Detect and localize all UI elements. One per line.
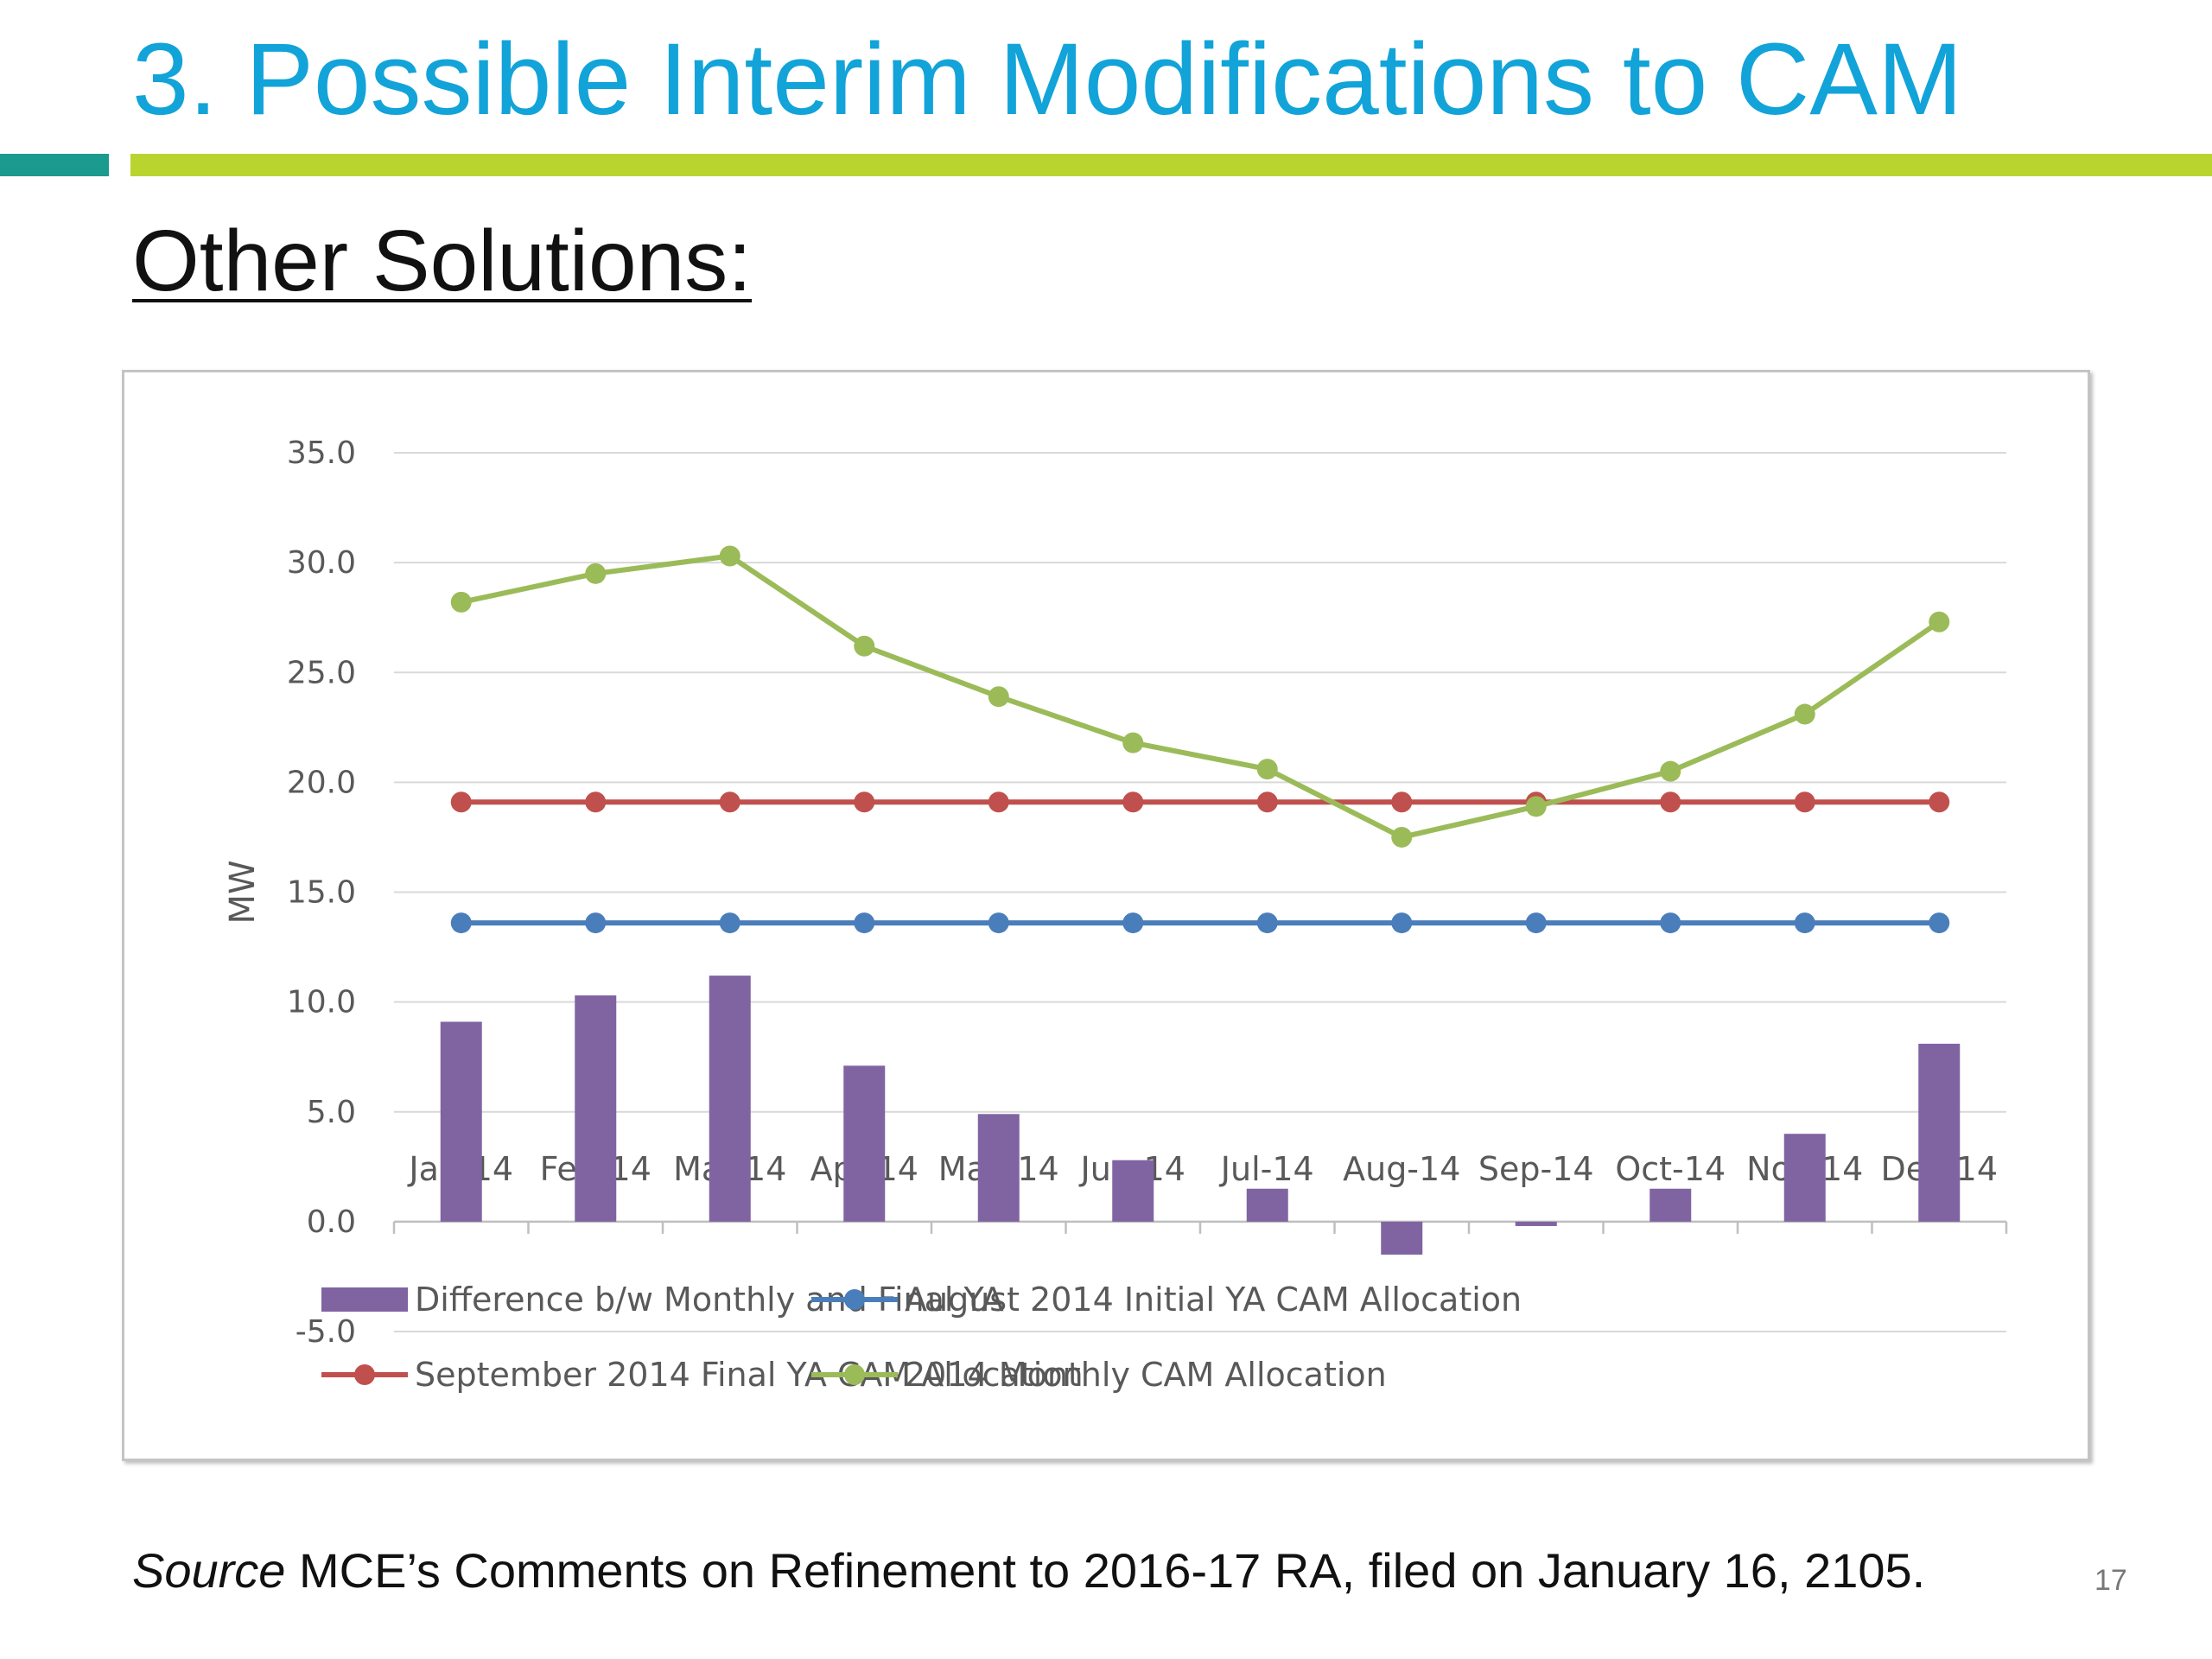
- data-point: [719, 791, 741, 813]
- x-tick-label: Aug-14: [1343, 1150, 1460, 1188]
- data-point: [1929, 791, 1950, 813]
- y-tick-label: 20.0: [287, 765, 356, 800]
- legend-label: 2014 Monthly CAM Allocation: [905, 1356, 1387, 1394]
- data-point: [1794, 791, 1815, 813]
- y-tick-label: 30.0: [287, 545, 356, 581]
- legend-marker: [844, 1289, 865, 1310]
- data-point: [1256, 791, 1278, 813]
- bar: [977, 1114, 1020, 1222]
- bar: [1246, 1188, 1288, 1222]
- chart: 35.030.025.020.015.010.05.00.0-5.0Jan-14…: [223, 435, 2008, 1394]
- data-point: [1660, 791, 1681, 813]
- x-tick-label: Sep-14: [1478, 1150, 1594, 1188]
- data-point: [854, 912, 875, 934]
- bar: [1515, 1221, 1557, 1226]
- legend-label: August 2014 Initial YA CAM Allocation: [905, 1281, 1522, 1319]
- data-point: [988, 791, 1009, 813]
- data-point: [450, 791, 472, 813]
- data-point: [988, 686, 1009, 708]
- series-line: [461, 553, 1941, 840]
- data-point: [1525, 912, 1547, 934]
- data-point: [1660, 760, 1681, 782]
- legend-swatch: [321, 1287, 408, 1312]
- chart-frame: 35.030.025.020.015.010.05.00.0-5.0Jan-14…: [122, 370, 2090, 1461]
- slide-title: 3. Possible Interim Modifications to CAM: [132, 22, 1963, 137]
- title-rule: [130, 154, 2212, 176]
- y-tick-label: 0.0: [307, 1205, 356, 1240]
- data-point: [1660, 912, 1681, 934]
- y-tick-label: 15.0: [287, 875, 356, 911]
- data-point: [450, 591, 472, 613]
- data-point: [1929, 611, 1950, 632]
- bar: [1649, 1188, 1692, 1222]
- data-point: [585, 791, 607, 813]
- bar: [575, 995, 617, 1222]
- source-note: Source MCE’s Comments on Refinement to 2…: [132, 1542, 1925, 1599]
- slide-subtitle: Other Solutions:: [132, 213, 753, 309]
- data-point: [1122, 791, 1144, 813]
- data-point: [1391, 826, 1413, 848]
- legend-label: Difference b/w Monthly and Final YA: [415, 1281, 1004, 1319]
- title-rule-accent: [0, 154, 109, 176]
- data-point: [854, 791, 875, 813]
- bar: [1381, 1221, 1423, 1255]
- data-point: [1256, 759, 1278, 780]
- bar: [709, 976, 751, 1222]
- data-point: [1256, 912, 1278, 934]
- data-point: [1929, 912, 1950, 934]
- source-label: Source: [132, 1543, 286, 1598]
- y-tick-label: 10.0: [287, 985, 356, 1020]
- y-tick-label: -5.0: [296, 1314, 356, 1350]
- data-point: [1525, 796, 1547, 817]
- data-point: [1391, 912, 1413, 934]
- data-point: [1122, 732, 1144, 753]
- data-point: [585, 563, 607, 584]
- page-number: 17: [2094, 1564, 2127, 1597]
- bar: [1783, 1134, 1826, 1222]
- y-axis-title: MW: [223, 860, 263, 924]
- bar: [1918, 1043, 1961, 1222]
- bar: [1112, 1160, 1154, 1222]
- data-point: [585, 912, 607, 934]
- legend-marker: [844, 1364, 865, 1385]
- data-point: [854, 635, 875, 657]
- bar: [843, 1065, 886, 1222]
- legend-marker: [354, 1364, 375, 1385]
- data-point: [1391, 791, 1413, 813]
- y-tick-label: 35.0: [287, 435, 356, 471]
- y-tick-label: 25.0: [287, 655, 356, 690]
- legend-label: September 2014 Final YA CAM Allocation: [415, 1356, 1084, 1394]
- data-point: [1122, 912, 1144, 934]
- source-text: MCE’s Comments on Refinement to 2016-17 …: [285, 1543, 1926, 1598]
- x-tick-label: Jul-14: [1219, 1150, 1314, 1188]
- bar: [440, 1021, 482, 1222]
- data-point: [450, 912, 472, 934]
- x-tick-label: Oct-14: [1615, 1150, 1726, 1188]
- data-point: [719, 912, 741, 934]
- data-point: [1794, 912, 1815, 934]
- data-point: [988, 912, 1009, 934]
- data-point: [1794, 703, 1815, 725]
- data-point: [719, 545, 741, 567]
- y-tick-label: 5.0: [307, 1095, 356, 1130]
